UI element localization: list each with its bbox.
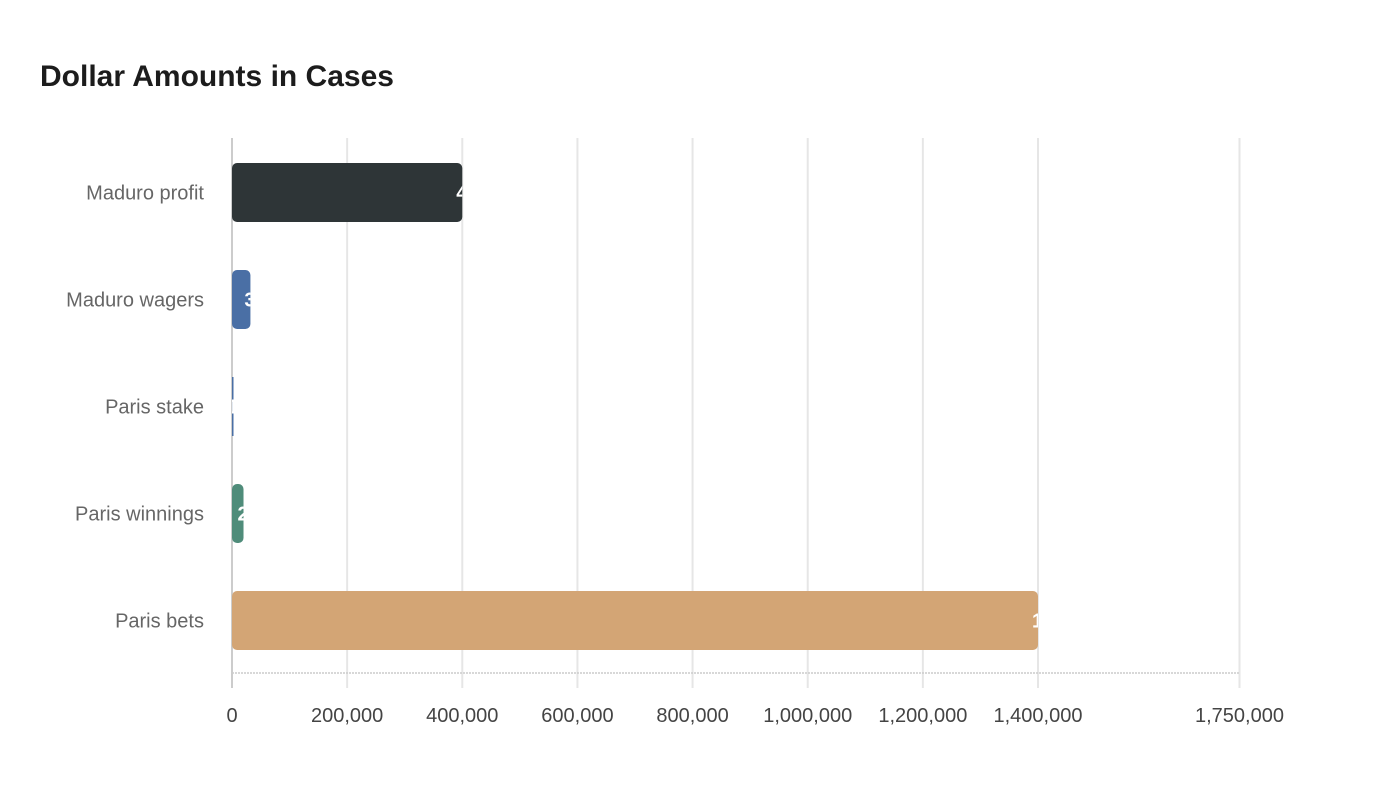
bar-value-label: 20,000 xyxy=(238,504,299,526)
x-tick-label: 1,750,000 xyxy=(1195,705,1284,727)
bar-value-label: 1,000 xyxy=(228,397,278,419)
bar-value-label: 1,400,000 xyxy=(1032,611,1121,633)
y-category-label: Paris winnings xyxy=(75,504,204,526)
x-tick-label: 1,000,000 xyxy=(763,705,852,727)
x-tick-label: 800,000 xyxy=(656,705,728,727)
x-tick-label: 400,000 xyxy=(426,705,498,727)
x-tick-label: 1,200,000 xyxy=(878,705,967,727)
y-category-label: Maduro wagers xyxy=(66,290,204,312)
bar-value-label: 400,000 xyxy=(456,183,528,205)
x-tick-label: 1,400,000 xyxy=(994,705,1083,727)
bar xyxy=(232,591,1038,650)
y-category-label: Paris stake xyxy=(105,397,204,419)
x-tick-label: 600,000 xyxy=(541,705,613,727)
x-tick-label: 200,000 xyxy=(311,705,383,727)
x-tick-label: 0 xyxy=(226,705,237,727)
bar xyxy=(232,484,244,543)
bar xyxy=(232,163,463,222)
y-category-label: Maduro profit xyxy=(86,183,204,205)
bar xyxy=(232,377,234,436)
y-category-label: Paris bets xyxy=(115,611,204,633)
chart-title: Dollar Amounts in Cases xyxy=(40,60,394,93)
bar-value-label: 32,000 xyxy=(244,290,305,312)
bar xyxy=(232,270,251,329)
